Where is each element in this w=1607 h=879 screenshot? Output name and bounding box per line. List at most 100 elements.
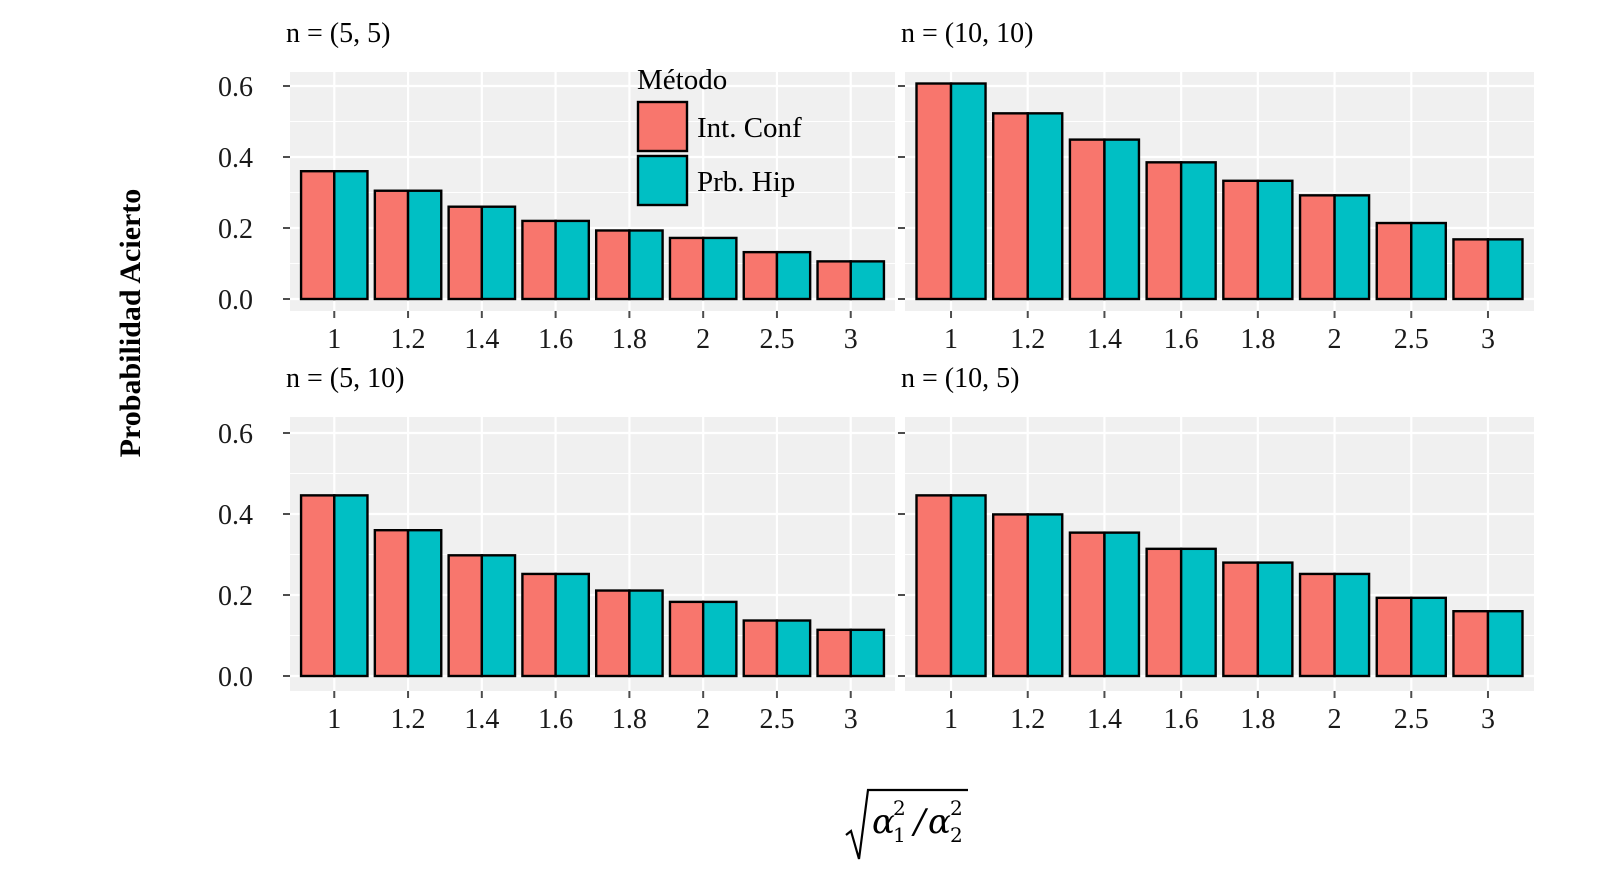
panel-bottom-right: 1 1.2 1.4 1.6 1.8 2 2.5 3 n = (10, 5) [898,363,1534,735]
x-tick-label: 1 [944,324,958,355]
x-tick-label: 3 [844,324,858,355]
y-tick-label: 0.0 [218,285,253,316]
x-tick-label: 1.2 [391,324,426,355]
x-tick-label: 2.5 [759,324,794,355]
panel-title: n = (10, 5) [901,363,1019,394]
legend-item-int-conf: Int. Conf [636,100,802,153]
y-tick-label: 0.4 [218,500,253,531]
bar-prb-hip [628,589,664,678]
bar-int-conf [521,219,557,301]
x-tick-label: 1 [944,704,958,735]
y-tick-label: 0.6 [218,72,253,103]
alpha-2: α [928,802,951,842]
bar-int-conf [1145,161,1183,301]
bar-prb-hip [1256,561,1294,678]
bar-prb-hip [1486,610,1524,678]
y-tick-label: 0.2 [218,581,253,612]
x-tick-label: 1.4 [1087,704,1122,735]
bar-prb-hip [628,229,664,301]
x-tick-label: 1.8 [612,324,647,355]
y-tick-label: 0.6 [218,419,253,450]
x-tick-label: 2 [1328,704,1342,735]
x-tick-label: 1 [327,324,341,355]
bar-int-conf [1452,610,1490,678]
alpha-2-sup: 2 [950,796,963,820]
bar-int-conf [299,169,336,301]
bar-int-conf [299,494,336,678]
sqrt-symbol [845,788,968,860]
panel-top-right: 1 1.2 1.4 1.6 1.8 2 2.5 3 n = (10, 10) [898,18,1534,355]
panel-title: n = (5, 5) [286,18,390,49]
bar-int-conf [1068,138,1106,301]
panel-top-left: 0.0 0.2 0.4 0.6 1 1.2 1.4 1.6 1.8 2 2.5 3 n = (5, 5) [218,18,895,355]
bar-prb-hip [1333,194,1371,301]
bar-int-conf [447,554,484,678]
panel-title: n = (5, 10) [286,363,404,394]
bar-int-conf [742,619,779,678]
bar-int-conf [1068,531,1106,678]
x-tick-label: 2 [1328,324,1342,355]
legend: Método Int. Conf Prb. Hip [636,64,802,207]
bar-int-conf [1375,596,1413,678]
bar-int-conf [594,229,631,301]
legend-key-prb-hip [636,154,689,207]
bar-prb-hip [1410,221,1447,301]
alpha-1-sub: 1 [893,823,906,847]
alpha-1-sup: 2 [893,796,906,820]
bar-int-conf [1145,547,1183,678]
x-tick-label: 1.2 [1010,704,1045,735]
x-tick-label: 1.4 [464,324,499,355]
bar-prb-hip [1179,547,1217,678]
bar-int-conf [521,572,557,678]
bar-int-conf [915,494,953,678]
bar-int-conf [992,513,1029,678]
x-tick-label: 3 [1481,324,1495,355]
bar-prb-hip [1256,179,1294,301]
bar-prb-hip [1103,138,1141,301]
alpha-2-sub: 2 [950,823,963,847]
legend-label-int-conf: Int. Conf [697,112,802,144]
bar-prb-hip [949,494,987,678]
bar-int-conf [668,600,705,678]
bar-int-conf [1222,179,1260,301]
bar-int-conf [447,205,484,301]
bar-prb-hip [1333,572,1371,678]
bar-prb-hip [849,260,886,301]
x-tick-label: 1.2 [1010,324,1045,355]
bar-prb-hip [1179,161,1217,301]
y-tick-label: 0.2 [218,214,253,245]
x-tick-label: 1.8 [1240,704,1275,735]
bar-int-conf [373,529,410,678]
bar-prb-hip [775,250,812,301]
bar-prb-hip [554,219,591,301]
bar-prb-hip [1026,112,1064,301]
bar-int-conf [1375,221,1413,301]
legend-label-prb-hip: Prb. Hip [697,166,795,198]
bar-prb-hip [1486,238,1524,301]
bar-prb-hip [949,82,987,301]
bar-int-conf [915,82,953,301]
bar-prb-hip [480,554,517,678]
x-tick-label: 1.8 [1240,324,1275,355]
x-tick-label: 1.2 [391,704,426,735]
bar-prb-hip [333,494,369,678]
bar-int-conf [1452,238,1490,301]
panels: 0.0 0.2 0.4 0.6 1 1.2 1.4 1.6 1.8 2 2.5 3 n = (5, 5)… [218,18,1534,735]
x-tick-label: 2.5 [1394,704,1429,735]
bar-prb-hip [849,628,886,678]
y-tick-label: 0.0 [218,662,253,693]
bar-int-conf [816,628,852,678]
legend-item-prb-hip: Prb. Hip [636,154,795,207]
x-tick-label: 2.5 [1394,324,1429,355]
bar-int-conf [1298,572,1336,678]
y-tick-label: 0.4 [218,143,253,174]
bar-int-conf [1222,561,1260,678]
bar-int-conf [594,589,631,678]
x-tick-label: 1.6 [1164,324,1199,355]
legend-title: Método [637,64,727,96]
x-tick-label: 1.4 [464,704,499,735]
slash: / [911,802,929,842]
x-tick-label: 2 [696,324,710,355]
x-axis-label: α 2 1 / α 2 2 [845,788,968,860]
